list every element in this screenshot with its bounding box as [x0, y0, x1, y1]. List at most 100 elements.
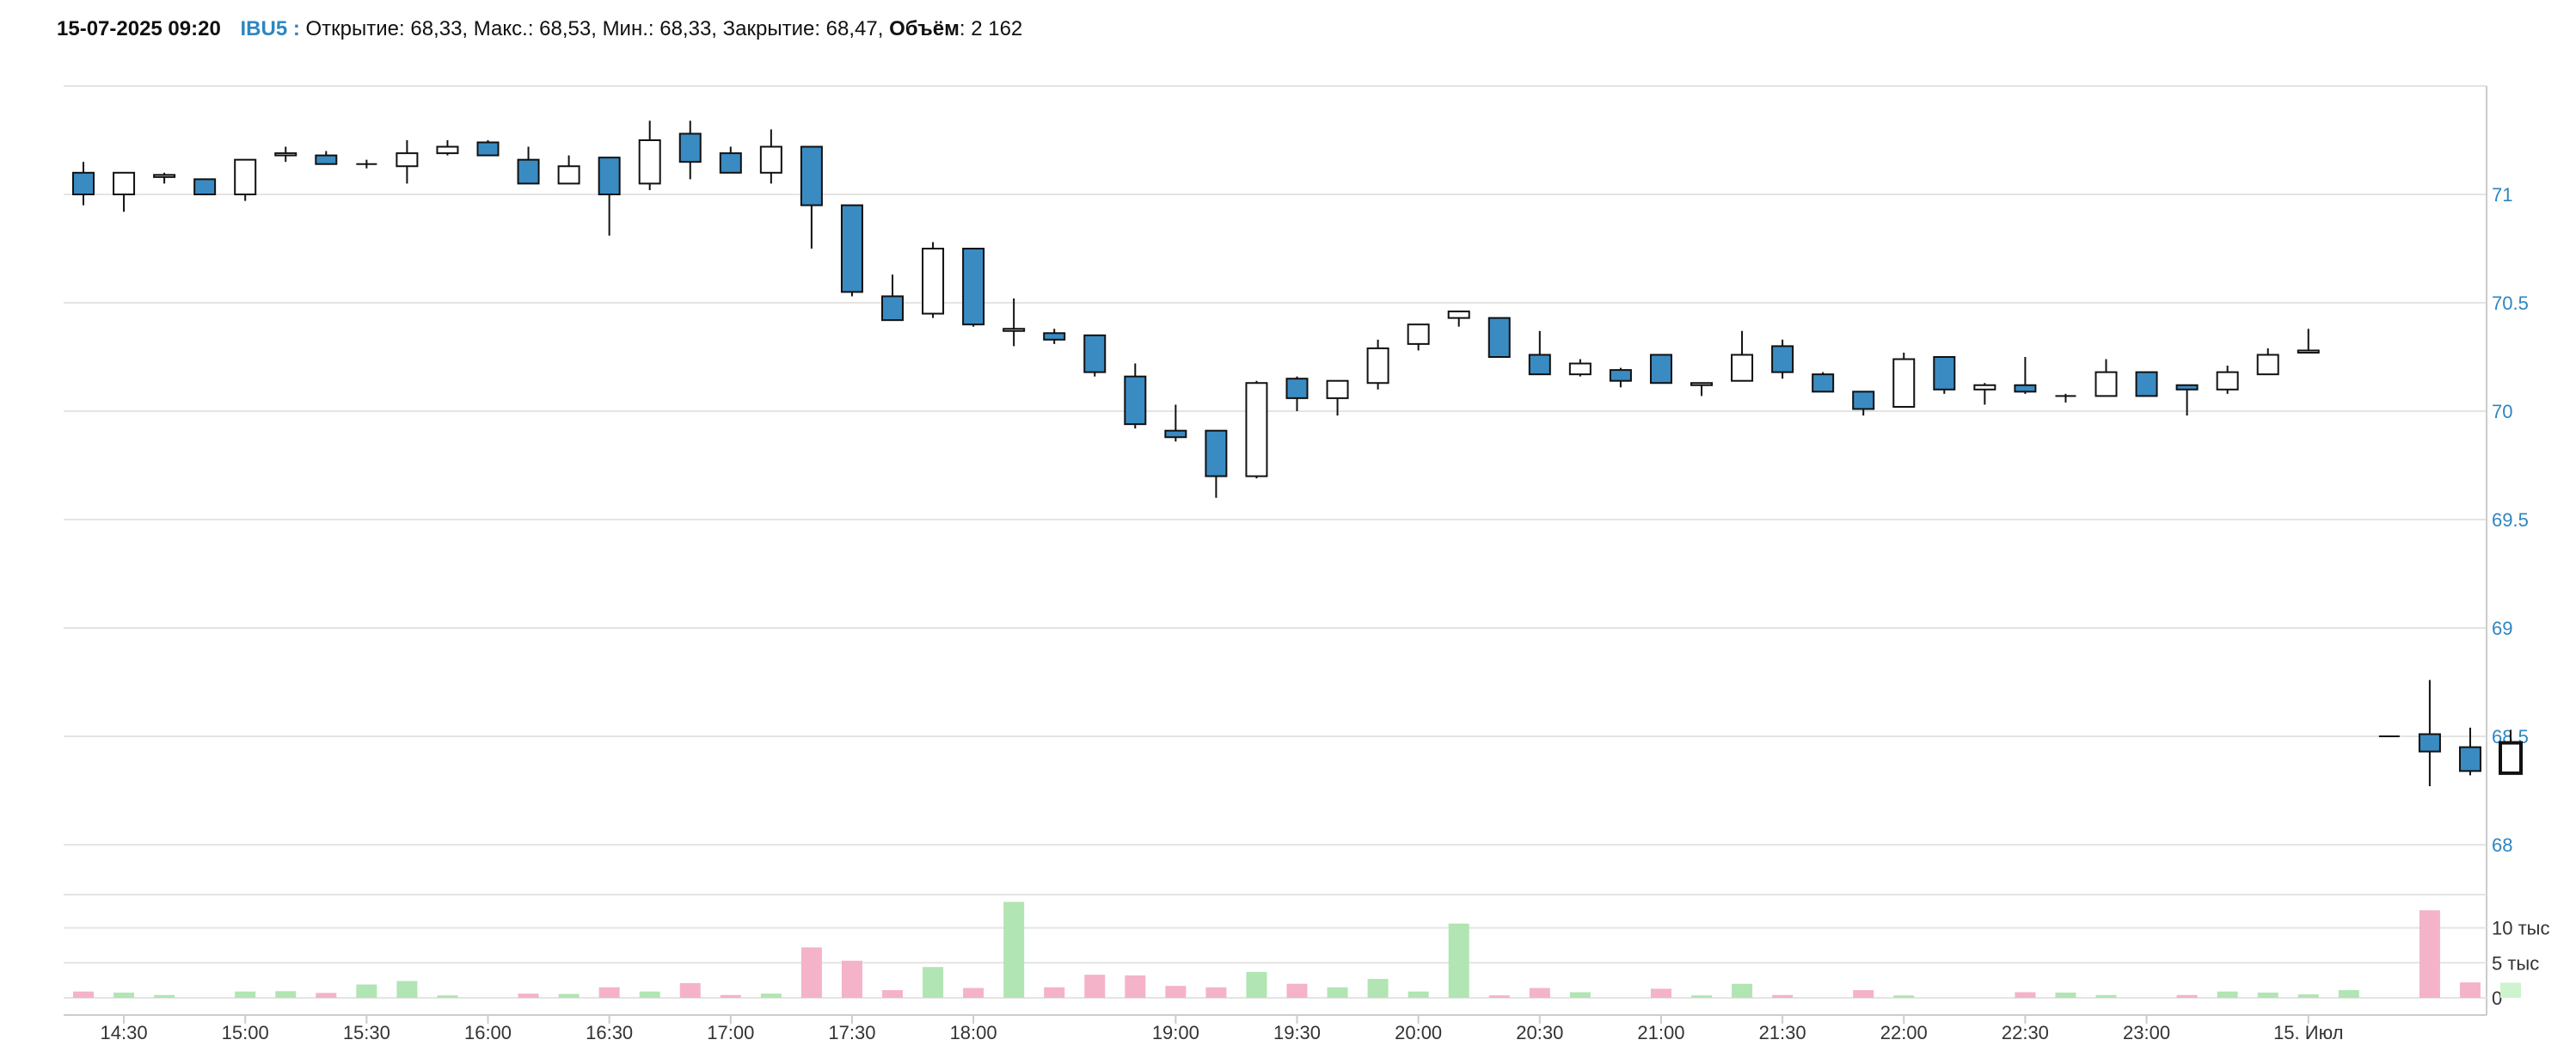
- volume-bar[interactable]: [679, 982, 701, 998]
- candle-body[interactable]: [2095, 371, 2118, 397]
- volume-bar[interactable]: [1691, 995, 1712, 998]
- volume-bar[interactable]: [1044, 987, 1065, 998]
- volume-bar[interactable]: [2297, 994, 2319, 998]
- volume-bar[interactable]: [235, 991, 256, 998]
- volume-bar[interactable]: [1367, 979, 1389, 998]
- volume-bar[interactable]: [1529, 988, 1550, 998]
- volume-bar[interactable]: [882, 990, 903, 998]
- candle-body[interactable]: [274, 152, 297, 157]
- candle-body[interactable]: [1649, 354, 1672, 385]
- candle-body[interactable]: [1609, 369, 1632, 382]
- volume-bar[interactable]: [1569, 992, 1591, 998]
- volume-bar[interactable]: [1246, 971, 1267, 998]
- candle-body[interactable]: [2216, 371, 2239, 391]
- volume-bar[interactable]: [1205, 987, 1227, 998]
- candle-body[interactable]: [1852, 391, 1875, 410]
- candle-body[interactable]: [396, 152, 419, 168]
- volume-bar[interactable]: [2459, 982, 2481, 998]
- candle-body[interactable]: [962, 248, 985, 326]
- volume-bar[interactable]: [2500, 982, 2521, 998]
- candle-body[interactable]: [315, 154, 338, 165]
- candle-body[interactable]: [2297, 349, 2320, 354]
- volume-bar[interactable]: [1327, 987, 1348, 998]
- candle-body[interactable]: [153, 174, 176, 178]
- volume-bar[interactable]: [639, 991, 660, 998]
- volume-bar[interactable]: [1772, 994, 1794, 998]
- candle-body[interactable]: [1083, 334, 1107, 373]
- volume-bar[interactable]: [73, 991, 94, 998]
- candle-body[interactable]: [1003, 328, 1026, 332]
- candle-body[interactable]: [1447, 311, 1470, 319]
- volume-bar[interactable]: [1165, 986, 1187, 998]
- candle-body[interactable]: [1326, 379, 1349, 399]
- candle-body[interactable]: [436, 145, 459, 155]
- volume-bar[interactable]: [2217, 991, 2238, 998]
- candle-body[interactable]: [1285, 378, 1309, 399]
- candle-body[interactable]: [1690, 382, 1713, 386]
- candle-body[interactable]: [840, 204, 863, 293]
- volume-bar[interactable]: [720, 994, 741, 998]
- volume-bar[interactable]: [2176, 994, 2198, 998]
- volume-bar[interactable]: [2055, 992, 2076, 998]
- volume-bar[interactable]: [1488, 995, 1510, 998]
- volume-bar[interactable]: [558, 994, 580, 998]
- volume-bar[interactable]: [2419, 910, 2440, 998]
- volume-bar[interactable]: [841, 960, 862, 998]
- volume-bar[interactable]: [760, 994, 782, 998]
- candle-body[interactable]: [517, 158, 540, 185]
- candle-body[interactable]: [476, 141, 500, 157]
- volume-bar[interactable]: [518, 994, 539, 998]
- volume-bar[interactable]: [923, 967, 944, 998]
- volume-bar[interactable]: [1286, 983, 1308, 998]
- candle-body[interactable]: [800, 145, 823, 206]
- volume-bar[interactable]: [113, 992, 135, 998]
- candle-body[interactable]: [1124, 375, 1147, 426]
- candle-body[interactable]: [557, 165, 580, 185]
- candle-body[interactable]: [719, 152, 742, 174]
- volume-bar[interactable]: [800, 947, 822, 998]
- candle-body[interactable]: [2458, 746, 2481, 772]
- volume-bar[interactable]: [316, 993, 337, 998]
- candle-body[interactable]: [1366, 347, 1389, 385]
- candle-body[interactable]: [759, 145, 782, 174]
- volume-bar[interactable]: [275, 991, 297, 998]
- candle-body[interactable]: [1771, 345, 1794, 373]
- volume-bar[interactable]: [1448, 923, 1469, 998]
- volume-bar[interactable]: [2257, 992, 2279, 998]
- candle-body[interactable]: [1487, 317, 1511, 359]
- candle-body[interactable]: [113, 171, 136, 196]
- candle-body[interactable]: [1205, 429, 1228, 477]
- candle-body[interactable]: [1933, 356, 1956, 391]
- candle-body[interactable]: [922, 248, 945, 315]
- volume-bar[interactable]: [437, 995, 458, 998]
- candle-body[interactable]: [2014, 384, 2037, 393]
- volume-bar[interactable]: [1732, 983, 1753, 998]
- candle-body[interactable]: [1731, 354, 1754, 382]
- candle-body[interactable]: [1528, 354, 1551, 376]
- volume-bar[interactable]: [1893, 995, 1915, 998]
- candle-body[interactable]: [1892, 358, 1916, 408]
- candle-body[interactable]: [638, 139, 661, 185]
- volume-bar[interactable]: [1650, 988, 1671, 998]
- volume-bar[interactable]: [2015, 992, 2036, 998]
- candle-body[interactable]: [881, 295, 904, 322]
- candle-body[interactable]: [193, 178, 217, 195]
- candle-body[interactable]: [2256, 354, 2279, 376]
- volume-bar[interactable]: [1125, 975, 1146, 998]
- candle-body[interactable]: [2499, 741, 2523, 775]
- candle-body[interactable]: [1043, 332, 1066, 341]
- candle-body[interactable]: [1568, 362, 1592, 376]
- volume-bar[interactable]: [1853, 990, 1874, 998]
- volume-bar[interactable]: [396, 981, 418, 998]
- candle-body[interactable]: [2175, 384, 2199, 391]
- volume-bar[interactable]: [1084, 975, 1106, 998]
- candle-body[interactable]: [678, 132, 702, 163]
- candle-body[interactable]: [72, 171, 95, 196]
- candle-body[interactable]: [598, 157, 621, 196]
- candle-body[interactable]: [234, 158, 257, 195]
- candle-body[interactable]: [1973, 384, 1996, 391]
- volume-bar[interactable]: [2338, 990, 2359, 998]
- candle-body[interactable]: [1812, 373, 1835, 393]
- volume-bar[interactable]: [154, 994, 175, 998]
